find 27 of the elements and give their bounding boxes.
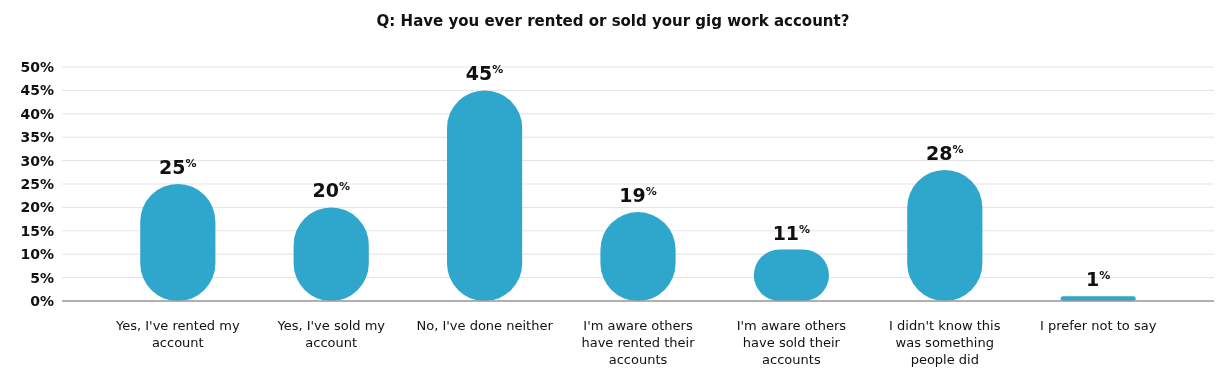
y-tick-label: 50% — [20, 58, 54, 75]
bar — [447, 90, 523, 301]
y-tick-label: 15% — [20, 222, 54, 239]
y-tick-label: 25% — [20, 175, 54, 192]
x-tick-label: Yes, I've sold my account — [276, 318, 386, 350]
y-tick-label: 45% — [20, 82, 54, 99]
data-label: 28$^{%}$ — [926, 141, 964, 164]
x-tick-label: Yes, I've rented my account — [115, 318, 240, 350]
x-tick-label: I'm aware others have sold their accounts — [736, 318, 847, 367]
chart-title: Q: Have you ever rented or sold your gig work account? — [376, 12, 850, 30]
y-tick-label: 40% — [20, 105, 54, 122]
y-tick-label: 35% — [20, 129, 54, 146]
data-label: 45$^{%}$ — [465, 62, 504, 85]
y-tick-label: 0% — [30, 292, 54, 309]
y-tick-label: 10% — [20, 246, 54, 263]
x-tick-label: I prefer not to say — [1040, 318, 1157, 333]
data-label: 11$^{%}$ — [772, 221, 811, 244]
x-tick-label: No, I've done neither — [416, 318, 554, 333]
y-tick-label: 5% — [30, 269, 54, 286]
data-label: 25$^{%}$ — [159, 156, 197, 178]
data-label: 1$^{%}$ — [1086, 268, 1111, 291]
y-tick-label: 20% — [20, 199, 54, 216]
x-tick-label: I'm aware others have rented their accounts — [581, 318, 696, 367]
data-label: 20$^{%}$ — [312, 179, 350, 202]
data-label: 19$^{%}$ — [619, 184, 657, 207]
x-tick-label: I didn't know this was something people did — [889, 318, 1001, 367]
y-tick-label: 30% — [20, 152, 54, 169]
